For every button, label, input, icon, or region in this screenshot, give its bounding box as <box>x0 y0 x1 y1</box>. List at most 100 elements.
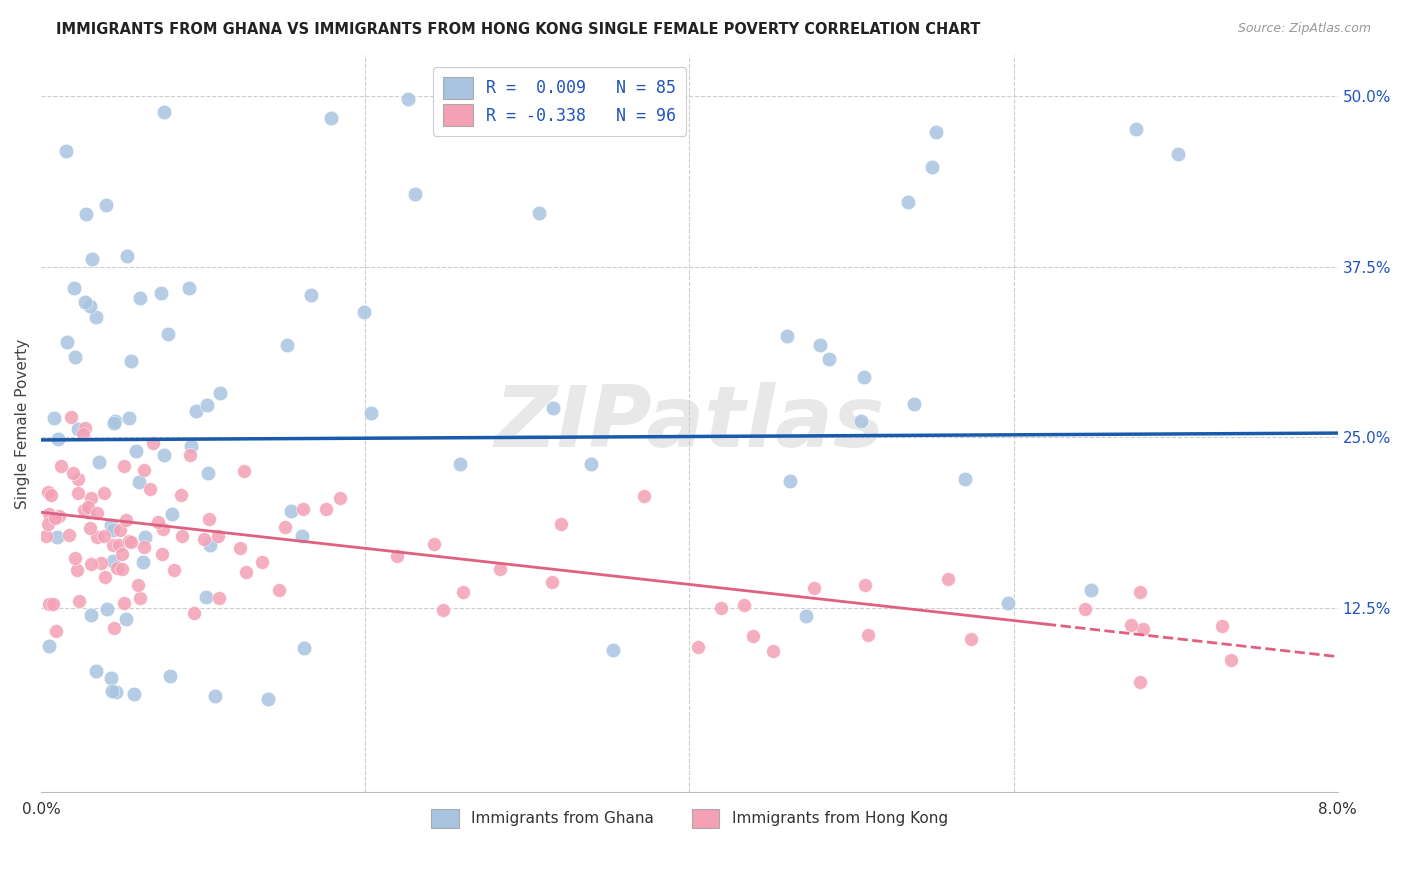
Point <box>1129 675 1152 690</box>
Point <box>1125 122 1147 136</box>
Point <box>1132 622 1154 636</box>
Point <box>274 520 297 534</box>
Point <box>111 562 134 576</box>
Point <box>153 448 176 462</box>
Point <box>65 551 87 566</box>
Point <box>152 522 174 536</box>
Point <box>134 529 156 543</box>
Point <box>142 436 165 450</box>
Point <box>195 398 218 412</box>
Y-axis label: Single Female Poverty: Single Female Poverty <box>15 338 30 508</box>
Point <box>404 187 426 202</box>
Point <box>853 578 876 592</box>
Point <box>152 105 174 120</box>
Point <box>93 528 115 542</box>
Point <box>204 689 226 703</box>
Point <box>118 411 141 425</box>
Point <box>997 596 1019 610</box>
Point <box>128 591 150 605</box>
Point <box>172 529 194 543</box>
Point <box>1167 147 1189 161</box>
Point <box>235 565 257 579</box>
Point <box>38 597 60 611</box>
Point <box>209 386 232 401</box>
Point <box>79 299 101 313</box>
Point <box>1074 601 1097 615</box>
Point <box>48 508 70 523</box>
Point <box>67 422 90 436</box>
Point <box>127 578 149 592</box>
Point <box>794 608 817 623</box>
Point <box>1220 652 1243 666</box>
Point <box>112 596 135 610</box>
Point <box>101 554 124 568</box>
Point <box>579 458 602 472</box>
Point <box>46 432 69 446</box>
Point <box>35 529 58 543</box>
Point <box>1211 619 1233 633</box>
Point <box>118 534 141 549</box>
Point <box>63 350 86 364</box>
Point <box>45 624 67 638</box>
Point <box>120 534 142 549</box>
Point <box>1080 582 1102 597</box>
Point <box>252 555 274 569</box>
Point <box>150 547 173 561</box>
Point <box>84 310 107 324</box>
Point <box>122 687 145 701</box>
Point <box>197 466 219 480</box>
Point <box>292 641 315 656</box>
Point <box>49 458 72 473</box>
Point <box>193 532 215 546</box>
Point <box>66 471 89 485</box>
Point <box>93 570 115 584</box>
Point <box>710 601 733 615</box>
Point <box>688 640 710 654</box>
Point <box>207 529 229 543</box>
Point <box>60 410 83 425</box>
Point <box>132 555 155 569</box>
Point <box>810 338 832 352</box>
Point <box>37 484 59 499</box>
Point <box>73 295 96 310</box>
Point <box>267 583 290 598</box>
Text: IMMIGRANTS FROM GHANA VS IMMIGRANTS FROM HONG KONG SINGLE FEMALE POVERTY CORRELA: IMMIGRANTS FROM GHANA VS IMMIGRANTS FROM… <box>56 22 980 37</box>
Point <box>921 160 943 174</box>
Point <box>955 472 977 486</box>
Point <box>897 195 920 210</box>
Point <box>733 598 755 612</box>
Point <box>543 401 565 415</box>
Point <box>55 144 77 158</box>
Point <box>80 557 103 571</box>
Point <box>86 506 108 520</box>
Point <box>851 414 873 428</box>
Point <box>115 613 138 627</box>
Point <box>93 486 115 500</box>
Point <box>94 198 117 212</box>
Point <box>353 305 375 319</box>
Point <box>451 584 474 599</box>
Point <box>79 607 101 622</box>
Point <box>779 474 801 488</box>
Point <box>79 521 101 535</box>
Point <box>1129 585 1152 599</box>
Point <box>276 338 298 352</box>
Point <box>100 517 122 532</box>
Legend: Immigrants from Ghana, Immigrants from Hong Kong: Immigrants from Ghana, Immigrants from H… <box>423 801 955 836</box>
Point <box>41 488 63 502</box>
Point <box>56 334 79 349</box>
Point <box>818 352 841 367</box>
Point <box>111 547 134 561</box>
Point <box>208 591 231 605</box>
Point <box>65 562 87 576</box>
Point <box>128 291 150 305</box>
Point <box>432 603 454 617</box>
Point <box>360 406 382 420</box>
Point <box>925 125 948 139</box>
Point <box>160 508 183 522</box>
Point <box>385 549 408 563</box>
Point <box>139 482 162 496</box>
Point <box>159 668 181 682</box>
Point <box>115 249 138 263</box>
Point <box>104 415 127 429</box>
